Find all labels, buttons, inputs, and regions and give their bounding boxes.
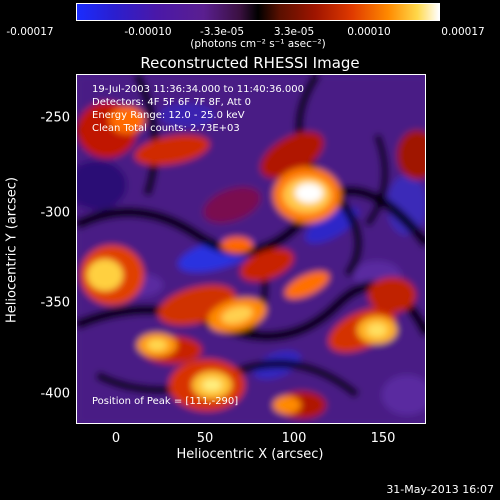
- colorbar-tick: 3.3e-05: [273, 26, 315, 38]
- colorbar-tick: 0.00010: [347, 26, 391, 38]
- y-tick: -250: [40, 110, 70, 126]
- y-tick: -400: [40, 386, 70, 402]
- x-tick: 150: [370, 431, 396, 446]
- info-energy: Energy Range: 12.0 - 25.0 keV: [92, 110, 245, 121]
- info-clean: Clean Total counts: 2.73E+03: [92, 123, 240, 134]
- plot-title: Reconstructed RHESSI Image: [140, 54, 360, 72]
- info-peak: Position of Peak = [111,-290]: [92, 396, 239, 407]
- colorbar-tick: -0.00017: [6, 26, 54, 38]
- colorbar: [76, 3, 440, 21]
- x-tick: 100: [281, 431, 307, 446]
- x-axis-label: Heliocentric X (arcsec): [176, 447, 324, 462]
- y-tick: -350: [40, 295, 70, 311]
- x-tick: 50: [196, 431, 214, 446]
- info-time: 19-Jul-2003 11:36:34.000 to 11:40:36.000: [92, 84, 304, 95]
- rhessi-image-canvas: [77, 75, 425, 423]
- timestamp: 31-May-2013 16:07: [386, 483, 494, 496]
- y-axis-label: Heliocentric Y (arcsec): [4, 177, 20, 323]
- colorbar-units: (photons cm⁻² s⁻¹ asec⁻²): [190, 38, 326, 50]
- x-tick: 0: [111, 431, 121, 446]
- colorbar-tick: -3.3e-05: [199, 26, 245, 38]
- colorbar-tick: 0.00017: [441, 26, 485, 38]
- colorbar-tick: -0.00010: [124, 26, 172, 38]
- rhessi-image: [76, 74, 426, 424]
- y-tick: -300: [40, 205, 70, 221]
- info-detectors: Detectors: 4F 5F 6F 7F 8F, Att 0: [92, 97, 252, 108]
